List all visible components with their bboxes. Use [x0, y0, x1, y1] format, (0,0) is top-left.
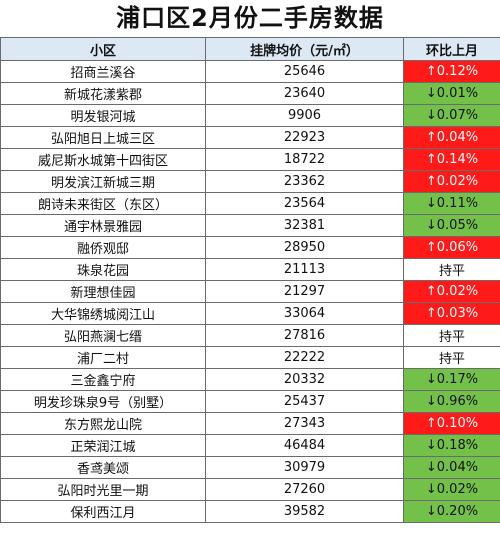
- listing-price-cell: 33064: [205, 302, 404, 325]
- listing-price-cell: 27816: [205, 324, 404, 347]
- month-change-cell: 持平: [403, 324, 500, 347]
- month-change-cell: ↑0.06%: [403, 236, 500, 259]
- month-change-cell: ↑0.02%: [403, 280, 500, 303]
- community-name-cell: 融侨观邸: [0, 236, 206, 259]
- table-row: 三金鑫宁府 20332 ↓0.17%: [0, 368, 500, 391]
- community-name-cell: 通宇林景雅园: [0, 214, 206, 237]
- month-change-cell: 持平: [403, 346, 500, 369]
- listing-price-cell: 21113: [205, 258, 404, 281]
- community-name-cell: 弘阳旭日上城三区: [0, 126, 206, 149]
- table-row: 新城花漾紫郡 23640 ↓0.01%: [0, 82, 500, 105]
- month-change-cell: ↑0.02%: [403, 170, 500, 193]
- table-row: 朗诗未来街区（东区） 23564 ↓0.11%: [0, 192, 500, 215]
- community-name-cell: 新理想佳园: [0, 280, 206, 303]
- community-name-cell: 威尼斯水城第十四街区: [0, 148, 206, 171]
- community-name-cell: 明发银河城: [0, 104, 206, 127]
- month-change-cell: ↓0.04%: [403, 456, 500, 479]
- community-name-cell: 明发滨江新城三期: [0, 170, 206, 193]
- table-row: 东方熙龙山院 27343 ↑0.10%: [0, 412, 500, 435]
- listing-price-cell: 32381: [205, 214, 404, 237]
- listing-price-cell: 25646: [205, 60, 404, 83]
- month-change-cell: ↑0.03%: [403, 302, 500, 325]
- month-change-cell: ↓0.07%: [403, 104, 500, 127]
- month-change-cell: ↑0.14%: [403, 148, 500, 171]
- table-row: 香鸢美颂 30979 ↓0.04%: [0, 456, 500, 479]
- table-row: 威尼斯水城第十四街区 18722 ↑0.14%: [0, 148, 500, 171]
- table-row: 大华锦绣城阅江山 33064 ↑0.03%: [0, 302, 500, 325]
- community-name-cell: 明发珍珠泉9号（别墅）: [0, 390, 206, 413]
- listing-price-cell: 30979: [205, 456, 404, 479]
- header-listing-price: 挂牌均价（元/㎡）: [205, 37, 404, 61]
- housing-price-table: 小区 挂牌均价（元/㎡） 环比上月 招商兰溪谷 25646 ↑0.12% 新城花漾紫郡…: [0, 37, 500, 523]
- table-row: 保利西江月 39582 ↓0.20%: [0, 500, 500, 523]
- table-row: 明发滨江新城三期 23362 ↑0.02%: [0, 170, 500, 193]
- table-row: 珠泉花园 21113 持平: [0, 258, 500, 281]
- table-row: 弘阳燕澜七缙 27816 持平: [0, 324, 500, 347]
- community-name-cell: 弘阳时光里一期: [0, 478, 206, 501]
- listing-price-cell: 46484: [205, 434, 404, 457]
- month-change-cell: 持平: [403, 258, 500, 281]
- listing-price-cell: 27260: [205, 478, 404, 501]
- listing-price-cell: 22923: [205, 126, 404, 149]
- listing-price-cell: 18722: [205, 148, 404, 171]
- community-name-cell: 珠泉花园: [0, 258, 206, 281]
- listing-price-cell: 27343: [205, 412, 404, 435]
- month-change-cell: ↓0.17%: [403, 368, 500, 391]
- community-name-cell: 大华锦绣城阅江山: [0, 302, 206, 325]
- community-name-cell: 香鸢美颂: [0, 456, 206, 479]
- table-row: 浦厂二村 22222 持平: [0, 346, 500, 369]
- table-row: 弘阳旭日上城三区 22923 ↑0.04%: [0, 126, 500, 149]
- month-change-cell: ↑0.10%: [403, 412, 500, 435]
- community-name-cell: 新城花漾紫郡: [0, 82, 206, 105]
- listing-price-cell: 20332: [205, 368, 404, 391]
- month-change-cell: ↓0.02%: [403, 478, 500, 501]
- listing-price-cell: 23564: [205, 192, 404, 215]
- table-row: 明发银河城 9906 ↓0.07%: [0, 104, 500, 127]
- table-row: 融侨观邸 28950 ↑0.06%: [0, 236, 500, 259]
- listing-price-cell: 9906: [205, 104, 404, 127]
- table-row: 新理想佳园 21297 ↑0.02%: [0, 280, 500, 303]
- table-row: 弘阳时光里一期 27260 ↓0.02%: [0, 478, 500, 501]
- header-community: 小区: [0, 37, 206, 61]
- listing-price-cell: 22222: [205, 346, 404, 369]
- table-row: 通宇林景雅园 32381 ↓0.05%: [0, 214, 500, 237]
- community-name-cell: 朗诗未来街区（东区）: [0, 192, 206, 215]
- community-name-cell: 保利西江月: [0, 500, 206, 523]
- listing-price-cell: 21297: [205, 280, 404, 303]
- listing-price-cell: 23362: [205, 170, 404, 193]
- month-change-cell: ↓0.01%: [403, 82, 500, 105]
- month-change-cell: ↓0.11%: [403, 192, 500, 215]
- community-name-cell: 正荣润江城: [0, 434, 206, 457]
- community-name-cell: 招商兰溪谷: [0, 60, 206, 83]
- table-row: 正荣润江城 46484 ↓0.18%: [0, 434, 500, 457]
- month-change-cell: ↓0.18%: [403, 434, 500, 457]
- month-change-cell: ↓0.05%: [403, 214, 500, 237]
- listing-price-cell: 28950: [205, 236, 404, 259]
- table-header-row: 小区 挂牌均价（元/㎡） 环比上月: [0, 37, 500, 61]
- month-change-cell: ↓0.96%: [403, 390, 500, 413]
- page-title: 浦口区2月份二手房数据: [116, 4, 384, 32]
- month-change-cell: ↑0.12%: [403, 60, 500, 83]
- table-body: 招商兰溪谷 25646 ↑0.12% 新城花漾紫郡 23640 ↓0.01% 明发银河城 99…: [0, 60, 500, 523]
- table-row: 明发珍珠泉9号（别墅） 25437 ↓0.96%: [0, 390, 500, 413]
- community-name-cell: 浦厂二村: [0, 346, 206, 369]
- listing-price-cell: 25437: [205, 390, 404, 413]
- month-change-cell: ↓0.20%: [403, 500, 500, 523]
- community-name-cell: 三金鑫宁府: [0, 368, 206, 391]
- table-row: 招商兰溪谷 25646 ↑0.12%: [0, 60, 500, 83]
- community-name-cell: 东方熙龙山院: [0, 412, 206, 435]
- listing-price-cell: 23640: [205, 82, 404, 105]
- month-change-cell: ↑0.04%: [403, 126, 500, 149]
- listing-price-cell: 39582: [205, 500, 404, 523]
- community-name-cell: 弘阳燕澜七缙: [0, 324, 206, 347]
- header-month-change: 环比上月: [403, 37, 500, 61]
